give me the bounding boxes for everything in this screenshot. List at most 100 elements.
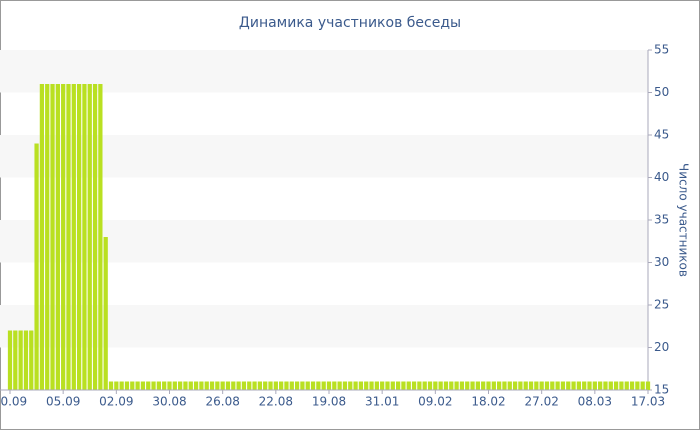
bar: [76, 84, 82, 390]
bar: [566, 381, 571, 390]
bar: [193, 381, 199, 390]
bar: [523, 381, 528, 390]
bar: [528, 381, 534, 390]
bar: [199, 381, 204, 390]
bar: [241, 381, 247, 390]
y-tick-label: 55: [654, 43, 669, 57]
bar: [507, 381, 512, 390]
bar: [348, 381, 353, 390]
bar: [481, 381, 486, 390]
bar: [55, 84, 60, 390]
bar: [629, 381, 635, 390]
bar: [172, 381, 177, 390]
bar: [34, 143, 39, 390]
bar: [268, 381, 273, 390]
bar: [183, 381, 188, 390]
bar: [470, 381, 475, 390]
bar: [374, 381, 379, 390]
bar: [220, 381, 225, 390]
bar: [294, 381, 300, 390]
grid-band: [0, 50, 648, 93]
bar: [305, 381, 310, 390]
bar: [518, 381, 523, 390]
bar: [50, 84, 55, 390]
x-tick-label: 08.03: [578, 395, 612, 409]
bar: [401, 381, 406, 390]
y-tick-label: 25: [654, 298, 669, 312]
bar: [353, 381, 358, 390]
bar: [167, 381, 172, 390]
bar: [119, 381, 124, 390]
bar: [92, 84, 98, 390]
bar: [310, 381, 316, 390]
bar: [279, 381, 284, 390]
grid-band: [0, 135, 648, 178]
bar: [103, 237, 108, 390]
x-tick-label: 26.08: [205, 395, 239, 409]
bar: [98, 84, 103, 390]
bar: [130, 381, 135, 390]
bar: [252, 381, 257, 390]
x-tick-label: 05.09: [46, 395, 80, 409]
bar: [475, 381, 480, 390]
bar: [135, 381, 140, 390]
bar: [534, 381, 539, 390]
bar: [18, 330, 23, 390]
bar: [124, 381, 130, 390]
bar: [369, 381, 374, 390]
bar: [380, 381, 385, 390]
bar: [454, 381, 459, 390]
bar: [512, 381, 518, 390]
bar: [587, 381, 592, 390]
bar: [417, 381, 422, 390]
bar: [114, 381, 119, 390]
bar: [571, 381, 576, 390]
y-tick-label: 30: [654, 255, 669, 269]
bar: [486, 381, 491, 390]
y-tick-label: 50: [654, 85, 669, 99]
bar: [406, 381, 411, 390]
bar: [459, 381, 465, 390]
bar: [576, 381, 582, 390]
bar: [544, 381, 550, 390]
bar: [582, 381, 587, 390]
bar: [108, 381, 114, 390]
bar: [162, 381, 167, 390]
bar: [151, 381, 156, 390]
bar: [433, 381, 438, 390]
bar: [273, 381, 278, 390]
bar: [146, 381, 151, 390]
bar: [289, 381, 294, 390]
bar: [390, 381, 395, 390]
bar: [87, 84, 92, 390]
bar: [316, 381, 321, 390]
bar: [364, 381, 369, 390]
bar: [395, 381, 401, 390]
bar: [592, 381, 597, 390]
y-tick-label: 20: [654, 340, 669, 354]
bar: [231, 381, 236, 390]
x-tick-label: 18.02: [471, 395, 505, 409]
bar: [225, 381, 231, 390]
x-tick-label: 19.08: [312, 395, 346, 409]
bar: [326, 381, 332, 390]
x-tick-label: 27.02: [524, 395, 558, 409]
bar: [247, 381, 252, 390]
bar: [66, 84, 71, 390]
bar: [7, 330, 13, 390]
y-tick-label: 40: [654, 170, 669, 184]
bar: [411, 381, 417, 390]
bar: [613, 381, 619, 390]
bar: [215, 381, 220, 390]
grid-band: [0, 305, 648, 348]
bar: [491, 381, 496, 390]
x-tick-label: 10.09: [0, 395, 27, 409]
bar: [358, 381, 364, 390]
y-axis-label: Число участников: [677, 163, 691, 277]
bar: [204, 381, 209, 390]
bar: [560, 381, 566, 390]
bar: [13, 330, 18, 390]
x-tick-label: 17.03: [631, 395, 665, 409]
x-tick-label: 09.02: [418, 395, 452, 409]
bar: [624, 381, 629, 390]
